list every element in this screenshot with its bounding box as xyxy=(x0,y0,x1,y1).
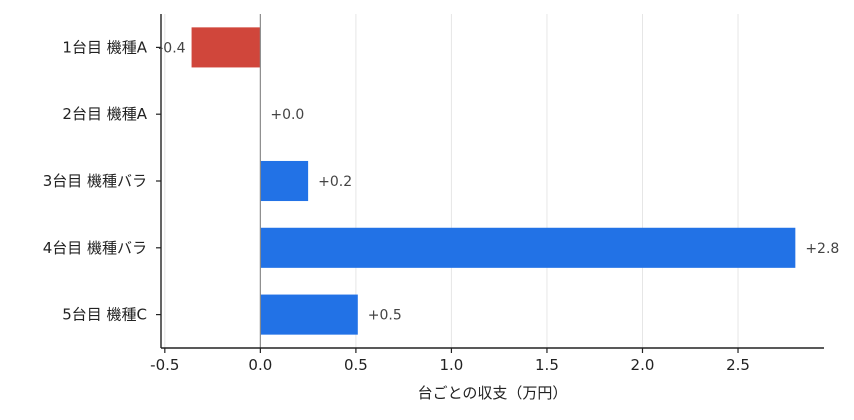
bar xyxy=(260,294,358,335)
data-labels: -0.4 +0.0 +0.2 +2.8 +0.5 xyxy=(158,40,839,323)
x-tick-label: -0.5 xyxy=(150,356,179,374)
data-label: +0.5 xyxy=(368,308,402,324)
x-tick-label: 0.0 xyxy=(248,356,272,374)
bar-layer xyxy=(191,27,796,335)
grid-layer xyxy=(164,14,739,348)
data-label: -0.4 xyxy=(158,40,185,56)
bar xyxy=(260,160,309,202)
data-label: +2.8 xyxy=(805,241,839,257)
y-axis-ticks: 1台目 機種A 2台目 機種A 3台目 機種バラ 4台目 機種バラ 5台目 機種C xyxy=(43,38,161,324)
bar xyxy=(260,227,796,268)
y-tick-label: 2台目 機種A xyxy=(62,105,147,123)
x-tick-label: 1.0 xyxy=(439,356,463,374)
y-tick-label: 1台目 機種A xyxy=(62,38,147,56)
x-tick-label: 1.5 xyxy=(535,356,559,374)
x-tick-label: 2.5 xyxy=(726,356,750,374)
y-tick-label: 3台目 機種バラ xyxy=(43,172,147,190)
bar xyxy=(191,27,261,68)
x-tick-label: 2.0 xyxy=(631,356,655,374)
y-tick-label: 5台目 機種C xyxy=(62,306,147,324)
data-label: +0.2 xyxy=(318,174,352,190)
x-axis-title: 台ごとの収支（万円） xyxy=(418,384,568,402)
x-axis-ticks: -0.5 0.0 0.5 1.0 1.5 2.0 2.5 xyxy=(150,348,750,374)
data-label: +0.0 xyxy=(270,107,304,123)
y-tick-label: 4台目 機種バラ xyxy=(43,239,147,257)
x-tick-label: 0.5 xyxy=(344,356,368,374)
